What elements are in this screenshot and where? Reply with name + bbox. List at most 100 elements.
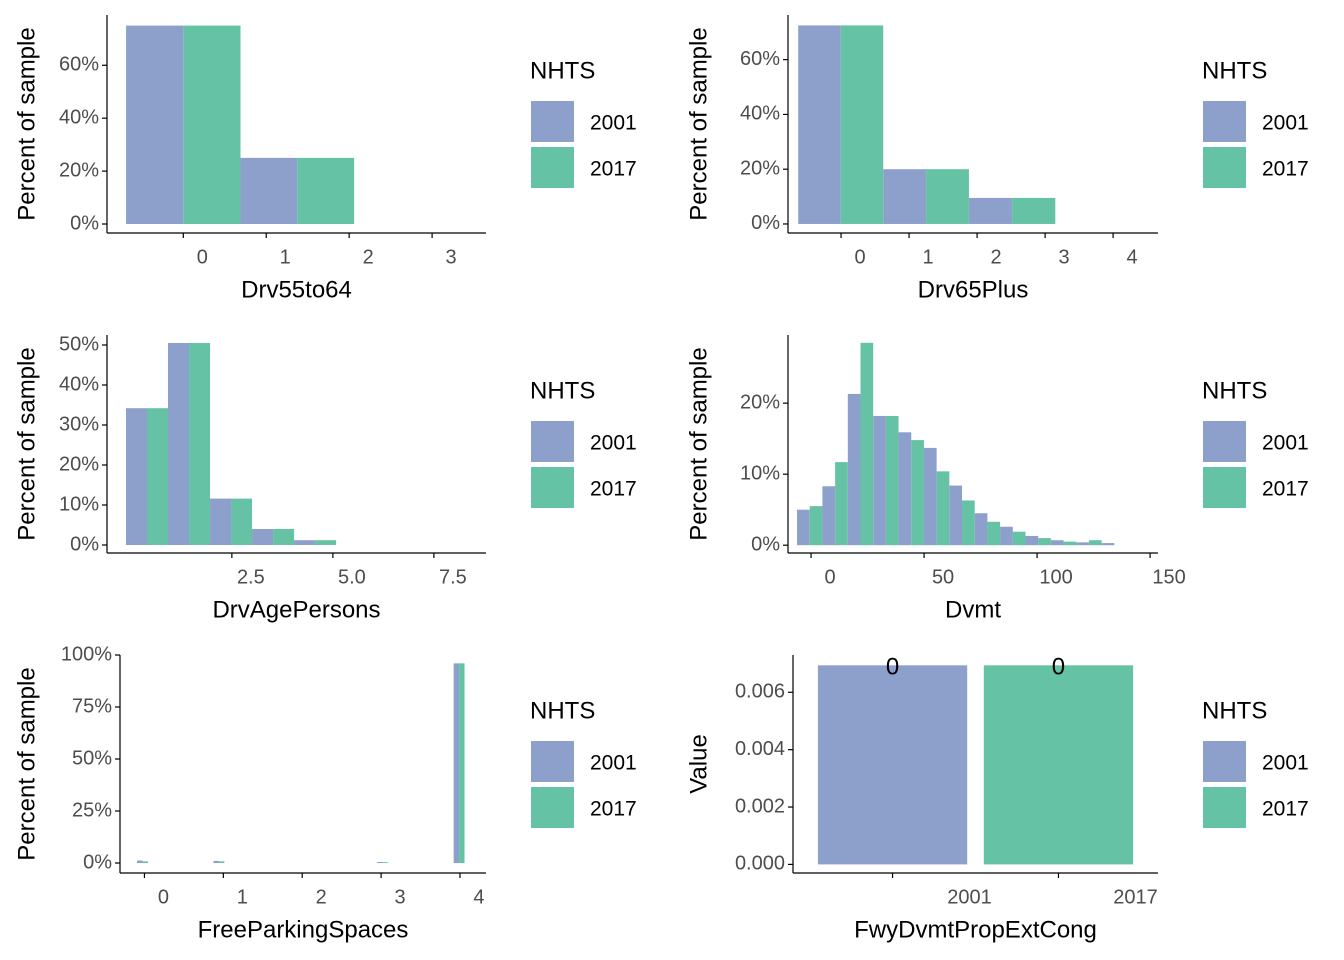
y-tick-label: 0.006: [735, 681, 785, 703]
legend-label: 2001: [590, 112, 637, 135]
panel: 0.000 0.002 0.004 0.006 0 2001 0 2017 FwyDvmtPro…: [685, 654, 1308, 944]
x-axis-title: DrvAgePersons: [212, 596, 380, 623]
legend-title: NHTS: [530, 697, 595, 724]
bar: [213, 860, 219, 864]
legend-title: NHTS: [1202, 377, 1267, 404]
bar: [1088, 540, 1102, 546]
y-tick-label: 20%: [59, 453, 99, 475]
y-tick-label: 10%: [740, 462, 780, 484]
y-tick-label: 20%: [740, 157, 780, 179]
x-axis-title: Drv55to64: [241, 276, 352, 303]
x-tick-label: 1: [280, 246, 291, 268]
y-tick-label: 0.004: [735, 738, 785, 760]
x-axis-title: FwyDvmtPropExtCong: [854, 916, 1097, 943]
bar: [210, 498, 232, 545]
x-tick-label: 4: [1127, 246, 1138, 268]
legend-label: 2001: [590, 752, 637, 775]
legend-key: [531, 147, 574, 188]
bar: [1101, 543, 1115, 546]
legend-key: [1203, 741, 1246, 782]
bar: [1025, 535, 1039, 546]
x-tick-label: 2.5: [237, 566, 265, 588]
bar: [147, 408, 169, 545]
y-tick-label: 0%: [751, 212, 780, 234]
panel: 0% 10% 20% 30% 40% 50% 2.5 5.0 7.5 DrvAgePersons P…: [13, 333, 636, 623]
bar: [168, 343, 190, 545]
bar: [1012, 197, 1056, 224]
bar: [218, 861, 225, 864]
legend-label: 2001: [1262, 752, 1309, 775]
y-axis-title: Percent of sample: [685, 347, 712, 540]
legend-label: 2017: [590, 478, 637, 501]
y-tick-label: 0.002: [735, 795, 785, 817]
y-tick-label: 50%: [59, 333, 99, 355]
y-tick-label: 10%: [59, 493, 99, 515]
bar: [936, 471, 950, 546]
data-label: 0: [886, 654, 899, 681]
legend-label: 2017: [1262, 158, 1309, 181]
x-tick-label: 1: [923, 246, 934, 268]
x-tick-label: 2017: [1113, 886, 1158, 908]
panel: 0% 10% 20% 0 50 100 150 Dvmt Percent of sample NH…: [685, 335, 1309, 623]
bar: [962, 500, 975, 546]
legend-label: 2001: [1262, 432, 1309, 455]
y-axis-title: Percent of sample: [13, 347, 40, 540]
y-tick-label: 0%: [751, 533, 780, 555]
y-tick-label: 40%: [740, 103, 780, 125]
x-axis-title: Dvmt: [945, 596, 1001, 623]
y-tick-label: 30%: [59, 413, 99, 435]
legend-key: [1203, 787, 1246, 828]
x-tick-label: 2: [991, 246, 1002, 268]
x-tick-label: 7.5: [439, 566, 467, 588]
y-tick-label: 20%: [740, 391, 780, 413]
x-tick-label: 0: [854, 246, 865, 268]
bar: [860, 342, 874, 546]
bar: [798, 25, 841, 224]
bar: [126, 25, 184, 225]
bar: [840, 25, 884, 224]
bar: [898, 432, 912, 546]
bar: [911, 440, 924, 546]
bar: [968, 197, 1013, 224]
x-tick-label: 150: [1152, 566, 1185, 588]
bar: [1076, 542, 1089, 546]
legend-title: NHTS: [1202, 57, 1267, 84]
x-tick-label: 3: [446, 246, 457, 268]
legend-key: [1203, 101, 1246, 142]
bar: [183, 25, 241, 225]
legend-title: NHTS: [1202, 697, 1267, 724]
x-axis-title: Drv65Plus: [918, 276, 1029, 303]
bar: [983, 665, 1134, 865]
bar: [1038, 538, 1051, 546]
x-tick-label: 0: [824, 566, 835, 588]
x-tick-label: 1: [237, 886, 248, 908]
bar: [1000, 526, 1013, 546]
legend-label: 2001: [590, 432, 637, 455]
x-tick-label: 2001: [947, 886, 992, 908]
x-tick-label: 3: [1059, 246, 1070, 268]
legend-label: 2017: [590, 158, 637, 181]
bar: [883, 169, 927, 224]
bar: [987, 521, 1001, 546]
bar: [835, 462, 848, 546]
x-tick-label: 4: [473, 886, 484, 908]
y-axis-title: Percent of sample: [13, 667, 40, 860]
y-tick-label: 0%: [70, 533, 99, 555]
bar: [189, 343, 211, 545]
bar: [974, 513, 988, 546]
panel: 0% 20% 40% 60% 0 1 2 3 Drv55to64 Percent of sampl…: [13, 15, 637, 303]
legend-key: [531, 467, 574, 508]
y-tick-label: 75%: [72, 695, 112, 717]
bar: [885, 415, 899, 546]
y-tick-label: 0%: [83, 851, 112, 873]
y-axis-title: Value: [685, 734, 712, 794]
y-tick-label: 100%: [61, 643, 112, 665]
legend-key: [1203, 147, 1246, 188]
y-tick-label: 40%: [59, 106, 99, 128]
bar: [1012, 531, 1026, 546]
legend-label: 2017: [1262, 478, 1309, 501]
x-tick-label: 2: [363, 246, 374, 268]
bar: [847, 393, 861, 546]
bar: [125, 408, 148, 545]
bar: [1063, 541, 1077, 546]
